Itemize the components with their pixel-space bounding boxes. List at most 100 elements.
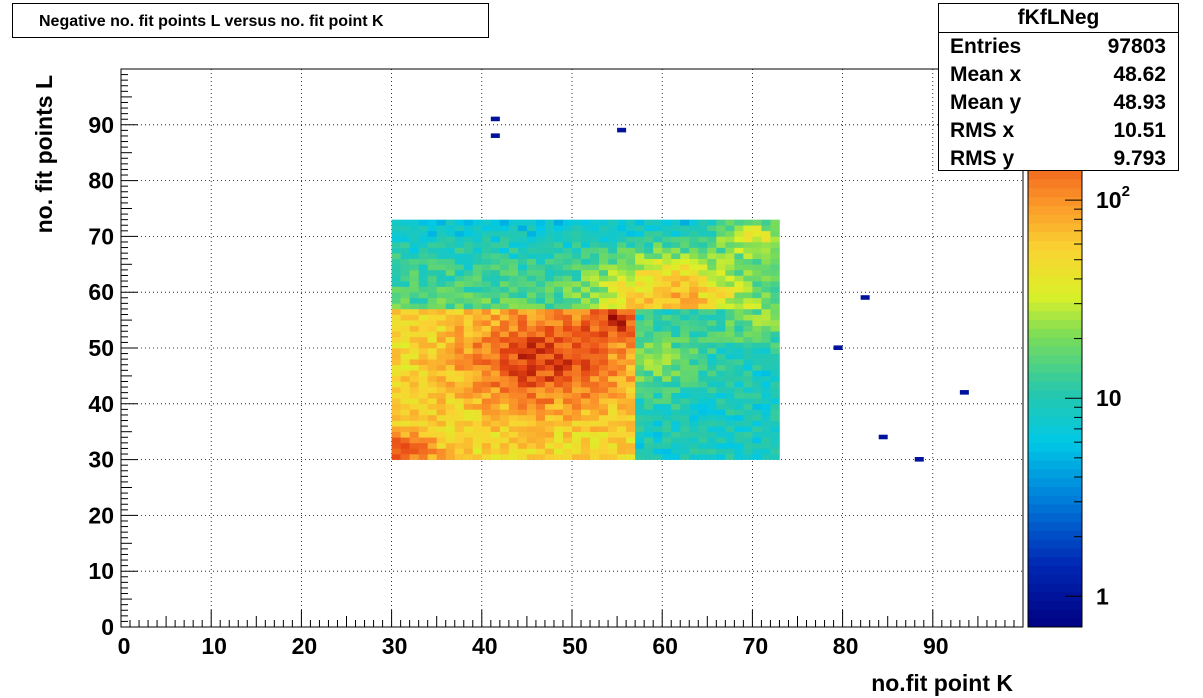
- y-tick-label: 70: [88, 223, 114, 249]
- heatmap-cell: [409, 426, 419, 432]
- heatmap-cell: [445, 342, 456, 349]
- heatmap-cell: [472, 387, 483, 393]
- heatmap-cell: [698, 219, 708, 226]
- heatmap-cell: [526, 381, 537, 388]
- heatmap-cell: [662, 414, 672, 421]
- heatmap-cell: [716, 336, 726, 343]
- heatmap-cell: [535, 364, 546, 371]
- heatmap-cell: [671, 331, 681, 338]
- heatmap-cell: [761, 303, 771, 310]
- heatmap-cell: [517, 375, 528, 382]
- colorbar-band: [1028, 530, 1082, 540]
- heatmap-cell: [770, 442, 780, 449]
- heatmap-cell: [734, 375, 744, 382]
- heatmap-cell: [698, 247, 708, 254]
- heatmap-cell: [590, 297, 600, 304]
- heatmap-cell: [716, 409, 726, 416]
- heatmap-cell: [707, 375, 717, 382]
- heatmap-cell: [436, 230, 447, 237]
- heatmap-cell: [418, 308, 428, 315]
- heatmap-cell: [716, 241, 726, 248]
- x-tick-label: 0: [118, 633, 131, 659]
- heatmap-cell: [418, 292, 428, 299]
- heatmap-cell: [472, 269, 483, 276]
- heatmap-cell: [463, 314, 474, 321]
- heatmap-cell: [617, 258, 627, 265]
- heatmap-cell: [391, 292, 401, 299]
- heatmap-cell: [743, 275, 753, 282]
- heatmap-cell: [499, 403, 510, 410]
- heatmap-cell: [490, 431, 501, 438]
- heatmap-cell: [581, 448, 591, 455]
- heatmap-cell: [581, 325, 591, 332]
- heatmap-cell: [707, 308, 717, 315]
- heatmap-cell: [535, 286, 546, 293]
- heatmap-cell: [707, 403, 717, 410]
- heatmap-cell: [490, 253, 501, 260]
- heatmap-cell: [409, 281, 419, 287]
- heatmap-cell: [526, 353, 537, 360]
- heatmap-cell: [590, 381, 600, 388]
- heatmap-cell: [454, 448, 465, 455]
- heatmap-cell: [400, 359, 410, 366]
- y-tick-label: 20: [88, 502, 114, 528]
- heatmap-cell: [427, 241, 437, 248]
- heatmap-cell: [544, 442, 555, 449]
- heatmap-cell: [698, 420, 708, 427]
- heatmap-cell: [734, 420, 744, 427]
- heatmap-cell: [436, 398, 447, 405]
- heatmap-cell: [680, 241, 690, 248]
- heatmap-cell: [716, 269, 726, 276]
- heatmap-cell: [626, 448, 636, 455]
- heatmap-cell: [526, 431, 537, 438]
- heatmap-cell: [391, 331, 401, 338]
- heatmap-cell: [707, 325, 717, 332]
- heatmap-cell: [698, 353, 708, 360]
- heatmap-cell: [626, 258, 636, 265]
- heatmap-cell: [608, 442, 618, 449]
- heatmap-cell: [626, 269, 636, 276]
- heatmap-cell: [626, 331, 636, 338]
- heatmap-cell: [581, 342, 591, 349]
- heatmap-cell: [707, 409, 717, 416]
- heatmap-cell: [499, 331, 510, 338]
- heatmap-cell: [544, 230, 555, 237]
- heatmap-cell: [608, 387, 618, 393]
- heatmap-cell: [725, 409, 735, 416]
- heatmap-cell: [535, 241, 546, 248]
- heatmap-cell: [481, 258, 492, 265]
- heatmap-cell: [698, 387, 708, 393]
- heatmap-cell: [644, 403, 654, 410]
- heatmap-cell: [662, 448, 672, 455]
- heatmap-cell: [427, 420, 437, 427]
- heatmap-cell: [761, 403, 771, 410]
- heatmap-cell: [553, 370, 564, 377]
- heatmap-cell: [508, 364, 519, 371]
- heatmap-cell: [572, 414, 582, 421]
- stats-row-entries: Entries 97803: [939, 33, 1178, 61]
- heatmap-cell: [436, 325, 447, 332]
- heatmap-cell: [752, 241, 762, 248]
- colorbar-band: [1028, 258, 1082, 268]
- heatmap-cell: [508, 320, 519, 326]
- stats-label: RMS x: [950, 119, 1015, 142]
- heatmap-cell: [626, 241, 636, 248]
- heatmap-cell: [662, 230, 672, 237]
- heatmap-cell: [526, 308, 537, 315]
- heatmap-cell: [752, 426, 762, 432]
- heatmap-cell: [409, 264, 419, 271]
- heatmap-cell: [698, 409, 708, 416]
- heatmap-cell: [743, 431, 753, 438]
- heatmap-cell: [626, 297, 636, 304]
- heatmap-cell: [680, 275, 690, 282]
- heatmap-cell: [725, 247, 735, 254]
- heatmap-cell: [499, 219, 510, 226]
- heatmap-cell: [698, 258, 708, 265]
- heatmap-cell: [770, 454, 780, 460]
- heatmap-cell: [526, 454, 537, 460]
- heatmap-cell: [553, 331, 564, 338]
- heatmap-cell: [454, 230, 465, 237]
- colorbar-band: [1028, 547, 1082, 558]
- heatmap-cell: [517, 364, 528, 371]
